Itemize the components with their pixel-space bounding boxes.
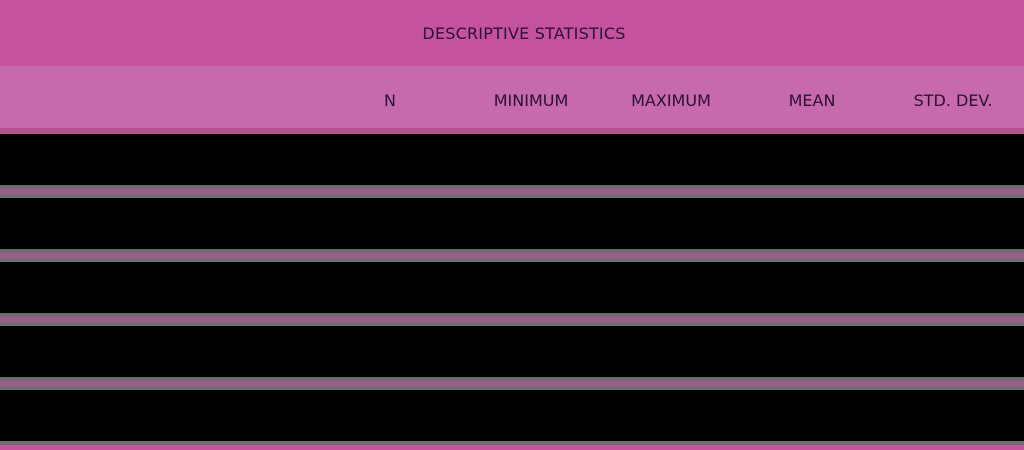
table-header-row: N MINIMUM MAXIMUM MEAN STD. DEV.	[0, 66, 1024, 128]
row-divider	[0, 377, 1024, 390]
table-row	[0, 198, 1024, 249]
table-title: DESCRIPTIVE STATISTICS	[422, 23, 626, 43]
table-row	[0, 390, 1024, 441]
table-row	[0, 262, 1024, 313]
table-row	[0, 326, 1024, 377]
row-divider	[0, 313, 1024, 326]
column-header-maximum: MAXIMUM	[631, 91, 711, 110]
column-header-n: N	[384, 91, 396, 110]
table-bottom-border	[0, 441, 1024, 450]
row-divider	[0, 249, 1024, 262]
row-divider	[0, 185, 1024, 198]
column-header-mean: MEAN	[788, 91, 836, 110]
table-title-bar: DESCRIPTIVE STATISTICS	[0, 0, 1024, 66]
column-header-std-dev: STD. DEV.	[913, 91, 993, 110]
column-header-minimum: MINIMUM	[493, 91, 569, 110]
table-row	[0, 134, 1024, 185]
header-divider	[0, 128, 1024, 134]
